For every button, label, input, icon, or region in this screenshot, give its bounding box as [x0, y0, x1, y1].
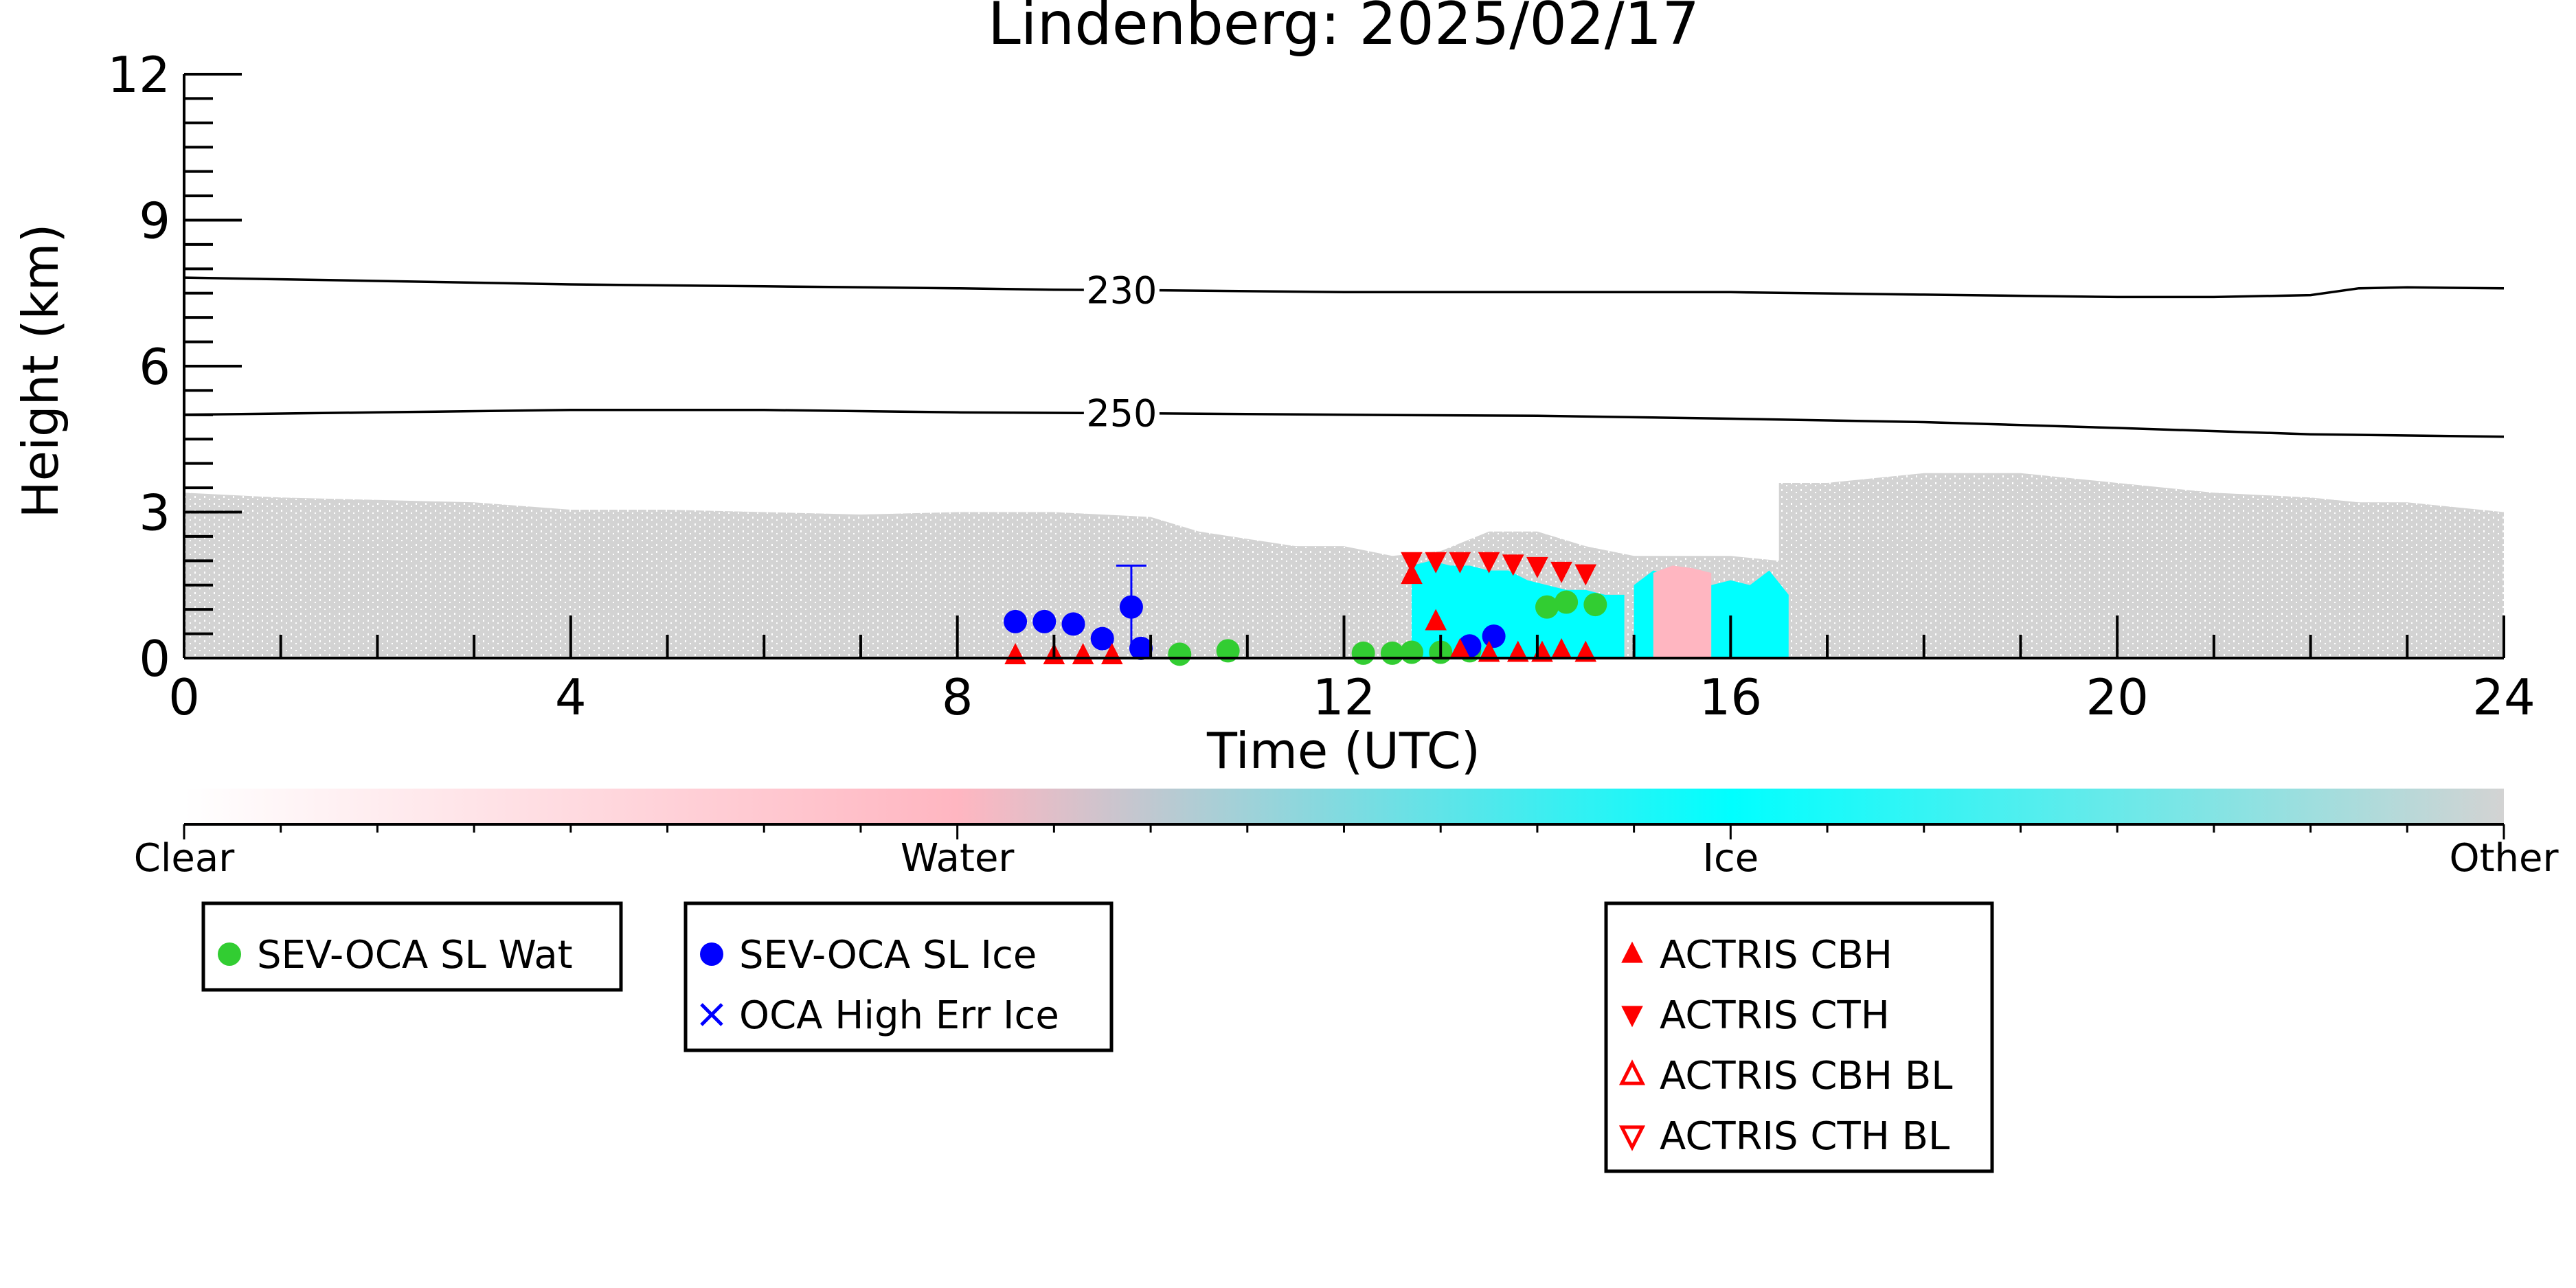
legend-entry-label: ACTRIS CTH BL: [1660, 1114, 1950, 1159]
cloud-mask-ice: [1411, 561, 1625, 658]
legend-box-3: ACTRIS CBH ACTRIS CTH ACTRIS CBH BL ACTRIS …: [1604, 901, 1994, 1173]
data-point-actris-cth: [1574, 564, 1597, 586]
contour-line-250: [183, 409, 2505, 438]
data-point-actris-cth: [1526, 556, 1548, 578]
colorbar-label-clear: Clear: [134, 836, 235, 881]
cloud-mask-water: [1653, 565, 1712, 658]
cloud-mask-other: [184, 493, 1151, 658]
legend-marker: [700, 942, 723, 966]
data-point-actris-cth: [1502, 554, 1524, 576]
legend-entry-label: ACTRIS CBH: [1660, 933, 1893, 978]
contour-label-250: 250: [1086, 392, 1157, 435]
data-point-sev-oca-sl-wat: [1583, 593, 1607, 617]
legend-marker: [1618, 1125, 1646, 1151]
data-point-sev-oca-sl-ice: [1004, 609, 1028, 633]
colorbar-label-water: Water: [901, 836, 1015, 881]
x-tick-label: 16: [1699, 668, 1763, 726]
legend-entry-label: OCA High Err Ice: [739, 993, 1059, 1038]
legend-entry-label: ACTRIS CBH BL: [1660, 1054, 1952, 1098]
data-point-actris-cth: [1550, 561, 1572, 583]
data-point-actris-cbh: [1506, 640, 1529, 662]
data-point-sev-oca-sl-wat: [1399, 640, 1423, 664]
data-point-sev-oca-sl-wat: [1535, 595, 1559, 619]
y-tick-label: 12: [107, 46, 170, 104]
data-point-sev-oca-sl-wat: [1351, 641, 1375, 665]
data-point-sev-oca-sl-ice: [1061, 612, 1085, 636]
contour-label-bg: [1083, 394, 1160, 433]
data-point-actris-cth: [1449, 552, 1471, 574]
legend-box-2: SEV-OCA SL Ice OCA High Err Ice: [683, 901, 1114, 1052]
cloud-phase-colorbar: Clear Water Ice Other: [134, 789, 2559, 881]
data-point-actris-cth: [1425, 552, 1447, 574]
legend-frame: [201, 901, 623, 992]
data-point-sev-oca-sl-ice: [1090, 626, 1114, 651]
y-tick-label: 3: [139, 484, 170, 542]
legend-marker: [1621, 1006, 1643, 1028]
legend-group: SEV-OCA SL Wat SEV-OCA SL Ice OCA High Err…: [201, 901, 1994, 1173]
x-tick-label: 12: [1313, 668, 1376, 726]
data-point-sev-oca-sl-wat: [1216, 639, 1240, 663]
legend-entry-label: SEV-OCA SL Ice: [739, 933, 1037, 978]
contour-label-230: 230: [1086, 269, 1157, 312]
data-point-sev-oca-sl-ice: [1119, 595, 1143, 619]
data-point-sev-oca-sl-ice: [1032, 609, 1057, 633]
y-axis-label: Height (km): [12, 224, 69, 519]
data-point-actris-cbh: [1425, 609, 1447, 631]
legend-frame: [1604, 901, 1994, 1173]
colorbar-label-other: Other: [2449, 836, 2559, 881]
data-point-actris-cbh: [1401, 563, 1423, 585]
data-point-actris-cth: [1478, 552, 1500, 574]
data-point-sev-oca-sl-wat: [1168, 642, 1192, 666]
data-point-actris-cbh: [1574, 640, 1597, 662]
data-point-sev-oca-sl-ice: [1482, 624, 1506, 648]
data-point-sev-oca-sl-wat: [1555, 590, 1579, 614]
y-tick-label: 9: [139, 192, 170, 250]
data-point-actris-cth: [1401, 552, 1423, 574]
y-tick-label: 6: [139, 338, 170, 396]
data-point-actris-cbh: [1478, 640, 1500, 662]
x-tick-label: 8: [942, 668, 973, 726]
colorbar-label-ice: Ice: [1702, 836, 1759, 881]
colorbar-gradient: [184, 789, 2504, 824]
data-point-sev-oca-sl-ice: [1129, 636, 1153, 660]
plot-area: 230 250 0 3 6 9 12 0 4 8 12 16 20 24: [107, 46, 2535, 726]
contour-line-230: [183, 276, 2505, 299]
legend-entry-label: SEV-OCA SL Wat: [257, 933, 573, 978]
x-axis-label: Time (UTC): [1206, 722, 1480, 780]
x-tick-label: 24: [2472, 668, 2535, 726]
legend-marker: [218, 942, 241, 966]
legend-marker: [1621, 941, 1643, 963]
y-tick-label: 0: [139, 630, 170, 688]
x-tick-label: 20: [2086, 668, 2149, 726]
legend-marker: [700, 1003, 723, 1026]
x-tick-label: 4: [555, 668, 587, 726]
legend-frame: [683, 901, 1114, 1052]
contour-label-bg: [1083, 271, 1160, 310]
legend-marker: [1618, 1059, 1646, 1085]
legend-box-1: SEV-OCA SL Wat: [201, 901, 623, 992]
legend-entry-label: ACTRIS CTH: [1660, 993, 1890, 1038]
cloud-mask-other: [1778, 473, 2504, 658]
x-tick-label: 0: [168, 668, 200, 726]
chart-title: Lindenberg: 2025/02/17: [988, 0, 1699, 58]
